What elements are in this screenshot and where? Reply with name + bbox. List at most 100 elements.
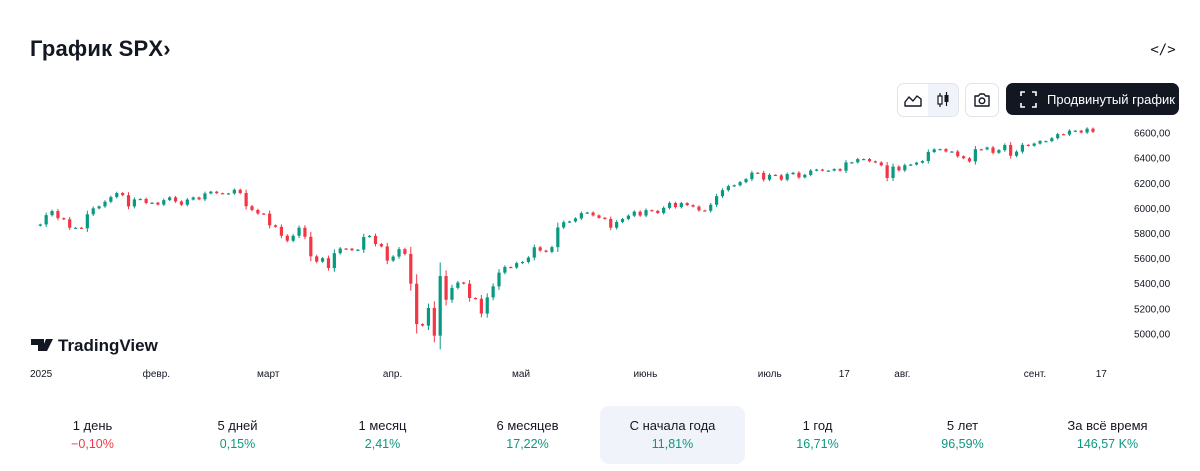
candle-body <box>132 199 136 207</box>
candle-body <box>620 219 625 222</box>
candle-body <box>679 203 683 208</box>
candle-body <box>391 256 395 261</box>
candle-body <box>720 190 725 197</box>
candle-body <box>650 210 654 212</box>
chart-title[interactable]: График SPX› <box>30 36 171 61</box>
candle-body <box>468 283 472 299</box>
x-axis-tick-label: авг. <box>894 369 910 380</box>
performance-period[interactable]: 1 год 16,71% <box>745 406 890 464</box>
candle-body <box>238 189 242 194</box>
candle-body <box>256 210 260 214</box>
candle-body <box>397 249 401 257</box>
candle-body <box>173 197 178 202</box>
candle-body <box>891 166 895 178</box>
candle-body <box>803 174 807 178</box>
candle-body <box>791 172 795 175</box>
candle-body <box>268 213 272 226</box>
performance-period[interactable]: 1 день −0,10% <box>20 406 165 464</box>
candle-body <box>68 219 72 228</box>
candle-body <box>862 159 866 161</box>
performance-label: За всё время <box>1067 418 1148 433</box>
candle-body <box>967 158 972 162</box>
candle-body <box>309 236 313 257</box>
candle-body <box>1085 128 1089 133</box>
candle-body <box>697 206 701 211</box>
performance-value: 11,81% <box>651 437 694 451</box>
performance-period[interactable]: С начала года 11,81% <box>600 406 745 464</box>
candle-body <box>250 206 254 211</box>
embed-code-button[interactable]: </> <box>1150 42 1176 58</box>
performance-value: −0,10% <box>71 437 114 451</box>
performance-label: 5 лет <box>946 418 979 433</box>
candle-body <box>438 276 442 336</box>
candle-body <box>903 165 907 171</box>
candle-body <box>297 227 301 236</box>
performance-value: 96,59% <box>941 437 984 451</box>
tradingview-logo[interactable]: TradingView <box>31 336 159 355</box>
y-axis-tick-label: 6000,00 <box>1134 204 1171 215</box>
performance-period[interactable]: 5 лет 96,59% <box>890 406 1035 464</box>
candle-body <box>221 193 225 195</box>
y-axis-tick-label: 5800,00 <box>1134 229 1171 240</box>
price-chart[interactable]: 6600,00 6400,00 6200,00 6000,00 5800,00 5600,… <box>0 120 1200 390</box>
candle-body <box>226 193 231 195</box>
candle-body <box>897 166 901 171</box>
screenshot-button[interactable] <box>965 83 999 117</box>
candle-body <box>615 221 619 228</box>
candle-body <box>279 226 284 236</box>
candle-body <box>320 258 325 262</box>
performance-label: 6 месяцев <box>496 418 559 433</box>
candle-body <box>532 247 536 258</box>
candle-body <box>432 307 436 336</box>
advanced-chart-button[interactable]: Продвинутый график <box>1006 83 1179 115</box>
candle-body <box>926 152 930 162</box>
performance-value: 2,41% <box>364 437 401 451</box>
candle-body <box>997 150 1001 153</box>
advanced-chart-label: Продвинутый график <box>1047 91 1175 107</box>
performance-bar: 1 день −0,10% 5 дней 0,15% 1 месяц 2,41% 6 мес… <box>20 406 1180 464</box>
candle-body <box>326 258 331 269</box>
candle-body <box>562 222 566 228</box>
candles-icon <box>937 92 949 107</box>
y-axis-tick-label: 5000,00 <box>1134 329 1171 340</box>
candle-body <box>262 213 266 215</box>
candle-body <box>291 235 295 241</box>
candle-body <box>826 170 830 172</box>
candle-body <box>979 149 983 151</box>
tradingview-watermark: TradingView <box>58 336 159 355</box>
y-axis-tick-label: 6400,00 <box>1134 154 1171 165</box>
candle-body <box>591 212 595 216</box>
candle-body <box>1038 141 1042 144</box>
x-axis-tick-label: 17 <box>1096 369 1108 380</box>
candle-body <box>550 247 554 252</box>
performance-label: 5 дней <box>217 418 258 433</box>
area-chart-button[interactable] <box>898 84 928 116</box>
candle-body <box>567 221 572 223</box>
candle-body <box>1050 138 1054 142</box>
performance-period[interactable]: 1 месяц 2,41% <box>310 406 455 464</box>
candle-body <box>73 227 78 229</box>
performance-period[interactable]: 6 месяцев 17,22% <box>455 406 600 464</box>
performance-period[interactable]: За всё время 146,57 K% <box>1035 406 1180 464</box>
candle-body <box>579 213 583 219</box>
fullscreen-icon <box>1020 90 1037 108</box>
candle-body <box>344 248 348 250</box>
candle-body <box>844 162 848 171</box>
candle-body <box>368 235 372 238</box>
candle-body <box>456 282 460 288</box>
candle-body <box>473 298 478 300</box>
performance-period[interactable]: 5 дней 0,15% <box>165 406 310 464</box>
performance-label: 1 день <box>72 418 113 433</box>
x-axis-tick-label: июль <box>758 369 782 380</box>
candle-body <box>115 193 119 198</box>
candle-body <box>485 297 489 314</box>
candle-body <box>673 202 678 208</box>
candle-body <box>85 214 89 229</box>
candle-body <box>1044 141 1048 143</box>
candle-body <box>373 235 378 245</box>
candles-chart-button[interactable] <box>928 84 958 116</box>
performance-label: С начала года <box>629 418 716 433</box>
candle-body <box>709 204 713 211</box>
candle-body <box>820 169 825 171</box>
candle-body <box>932 149 936 153</box>
